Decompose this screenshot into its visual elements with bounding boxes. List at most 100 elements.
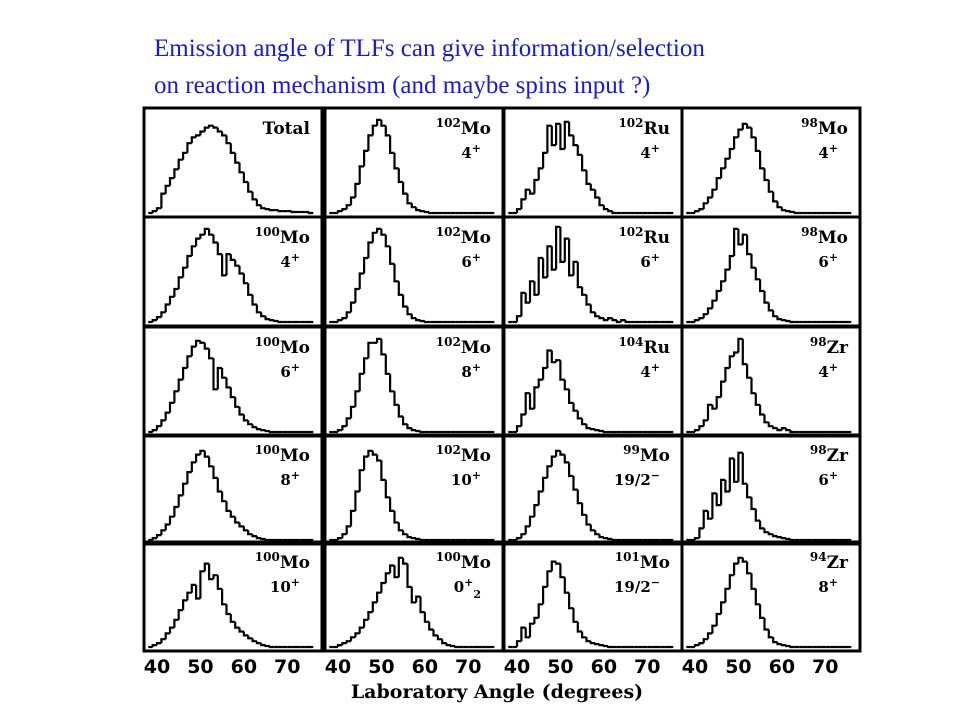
histogram-bin (238, 627, 244, 633)
histogram-bin (199, 570, 205, 599)
histogram-bin (371, 124, 378, 136)
histogram-panel: 102Ru 6+ (502, 215, 684, 328)
histogram-bin (363, 149, 369, 167)
histogram-bin (186, 355, 192, 368)
histogram-bin (598, 429, 604, 433)
panel-nucleus-label: 99Mo (623, 443, 670, 466)
panel-nucleus-label: 100Mo (255, 443, 310, 466)
histogram-bin (720, 478, 726, 506)
histogram-bin (260, 205, 266, 210)
panel-state-label: 4+ (818, 361, 838, 381)
histogram-bin (371, 231, 378, 243)
histogram-bin (728, 147, 735, 159)
histogram-bin (229, 254, 236, 261)
histogram-bin (520, 533, 526, 539)
histogram-bin (216, 242, 223, 256)
histogram-bin (415, 595, 421, 603)
histogram-bin (546, 465, 552, 478)
x-tick-label: 60 (591, 656, 617, 678)
histogram-bin (759, 604, 765, 619)
histogram-bin (715, 289, 722, 301)
histogram-panel: Total (142, 106, 324, 219)
x-tick-label: 70 (634, 656, 660, 678)
histogram-bin (397, 404, 404, 418)
histogram-bin (524, 525, 530, 535)
panel-nucleus-label: 98Mo (801, 225, 848, 248)
histogram-bin (367, 341, 373, 359)
histogram-bin (363, 357, 369, 374)
histogram-bin (754, 137, 761, 152)
histogram-bin (367, 449, 373, 457)
histogram-bin (415, 207, 421, 212)
state-parity: + (291, 251, 300, 264)
histogram-bin (789, 538, 795, 542)
histogram-bin (555, 561, 561, 565)
histogram-bin (173, 390, 179, 403)
histogram-bin (746, 561, 752, 575)
histogram-bin (268, 319, 275, 322)
histogram-bin (225, 501, 231, 512)
panel-state-label: 4+ (640, 142, 660, 162)
state-spin: 10 (270, 578, 291, 596)
histogram-bin (589, 304, 596, 314)
histogram-bin (733, 458, 739, 483)
histogram-bin (715, 177, 722, 190)
histogram-bin (242, 631, 249, 637)
histogram-bin (607, 537, 613, 541)
element-symbol: Mo (818, 228, 848, 248)
slide-title-line-1: Emission angle of TLFs can give informat… (154, 35, 705, 62)
histogram-bin (728, 574, 735, 589)
histogram-bin (164, 184, 170, 194)
histogram-bin (208, 456, 214, 468)
histogram-bin (515, 640, 522, 647)
histogram-bin (693, 537, 700, 540)
histogram-bin (737, 128, 743, 138)
histogram-bin (173, 505, 179, 517)
histogram-bin (750, 254, 756, 269)
histogram-bin (341, 533, 347, 539)
histogram-bin (384, 479, 391, 499)
histogram-bin (212, 234, 218, 244)
histogram-bin (199, 130, 205, 136)
histogram-bin (164, 632, 170, 640)
histogram-bin (568, 121, 574, 137)
histogram-bin (415, 537, 421, 541)
element-symbol: Mo (461, 446, 491, 466)
state-parity: + (464, 576, 473, 589)
histogram-bin (750, 497, 756, 511)
histogram-bin (212, 125, 218, 129)
histogram-bin (524, 292, 530, 304)
histogram-bin (436, 635, 443, 641)
histogram-bin (568, 462, 574, 478)
histogram-bin (581, 154, 587, 172)
histogram-bin (754, 267, 761, 281)
histogram-bin (780, 319, 787, 322)
histogram-bin (186, 142, 192, 153)
histogram-bin (406, 563, 412, 588)
panel-nucleus-label: 102Mo (436, 335, 491, 358)
histogram-bin (607, 317, 613, 321)
state-parity: + (829, 469, 838, 482)
histogram-bin (349, 301, 356, 313)
histogram-bin (772, 534, 778, 538)
histogram-bin (585, 170, 591, 185)
histogram-bin (767, 180, 774, 193)
panel-state-label: 6+ (461, 251, 481, 271)
histogram-bin (234, 152, 240, 164)
state-parity: + (829, 361, 838, 374)
histogram-panel: 99Mo 19/2− (502, 433, 684, 546)
histogram-bin (698, 642, 704, 646)
state-spin: 4 (818, 363, 828, 381)
histogram-bin (528, 393, 535, 410)
histogram-bin (242, 414, 249, 422)
x-tick-label: 60 (769, 656, 795, 678)
histogram-bin (563, 120, 570, 149)
x-tick-label: 60 (231, 656, 257, 678)
histogram-bin (307, 211, 314, 215)
panel-state-label: 8+ (280, 469, 300, 489)
histogram-bin (715, 493, 722, 507)
histogram-bin (380, 460, 386, 481)
histogram-bin (199, 233, 205, 239)
histogram-bin (785, 210, 791, 213)
